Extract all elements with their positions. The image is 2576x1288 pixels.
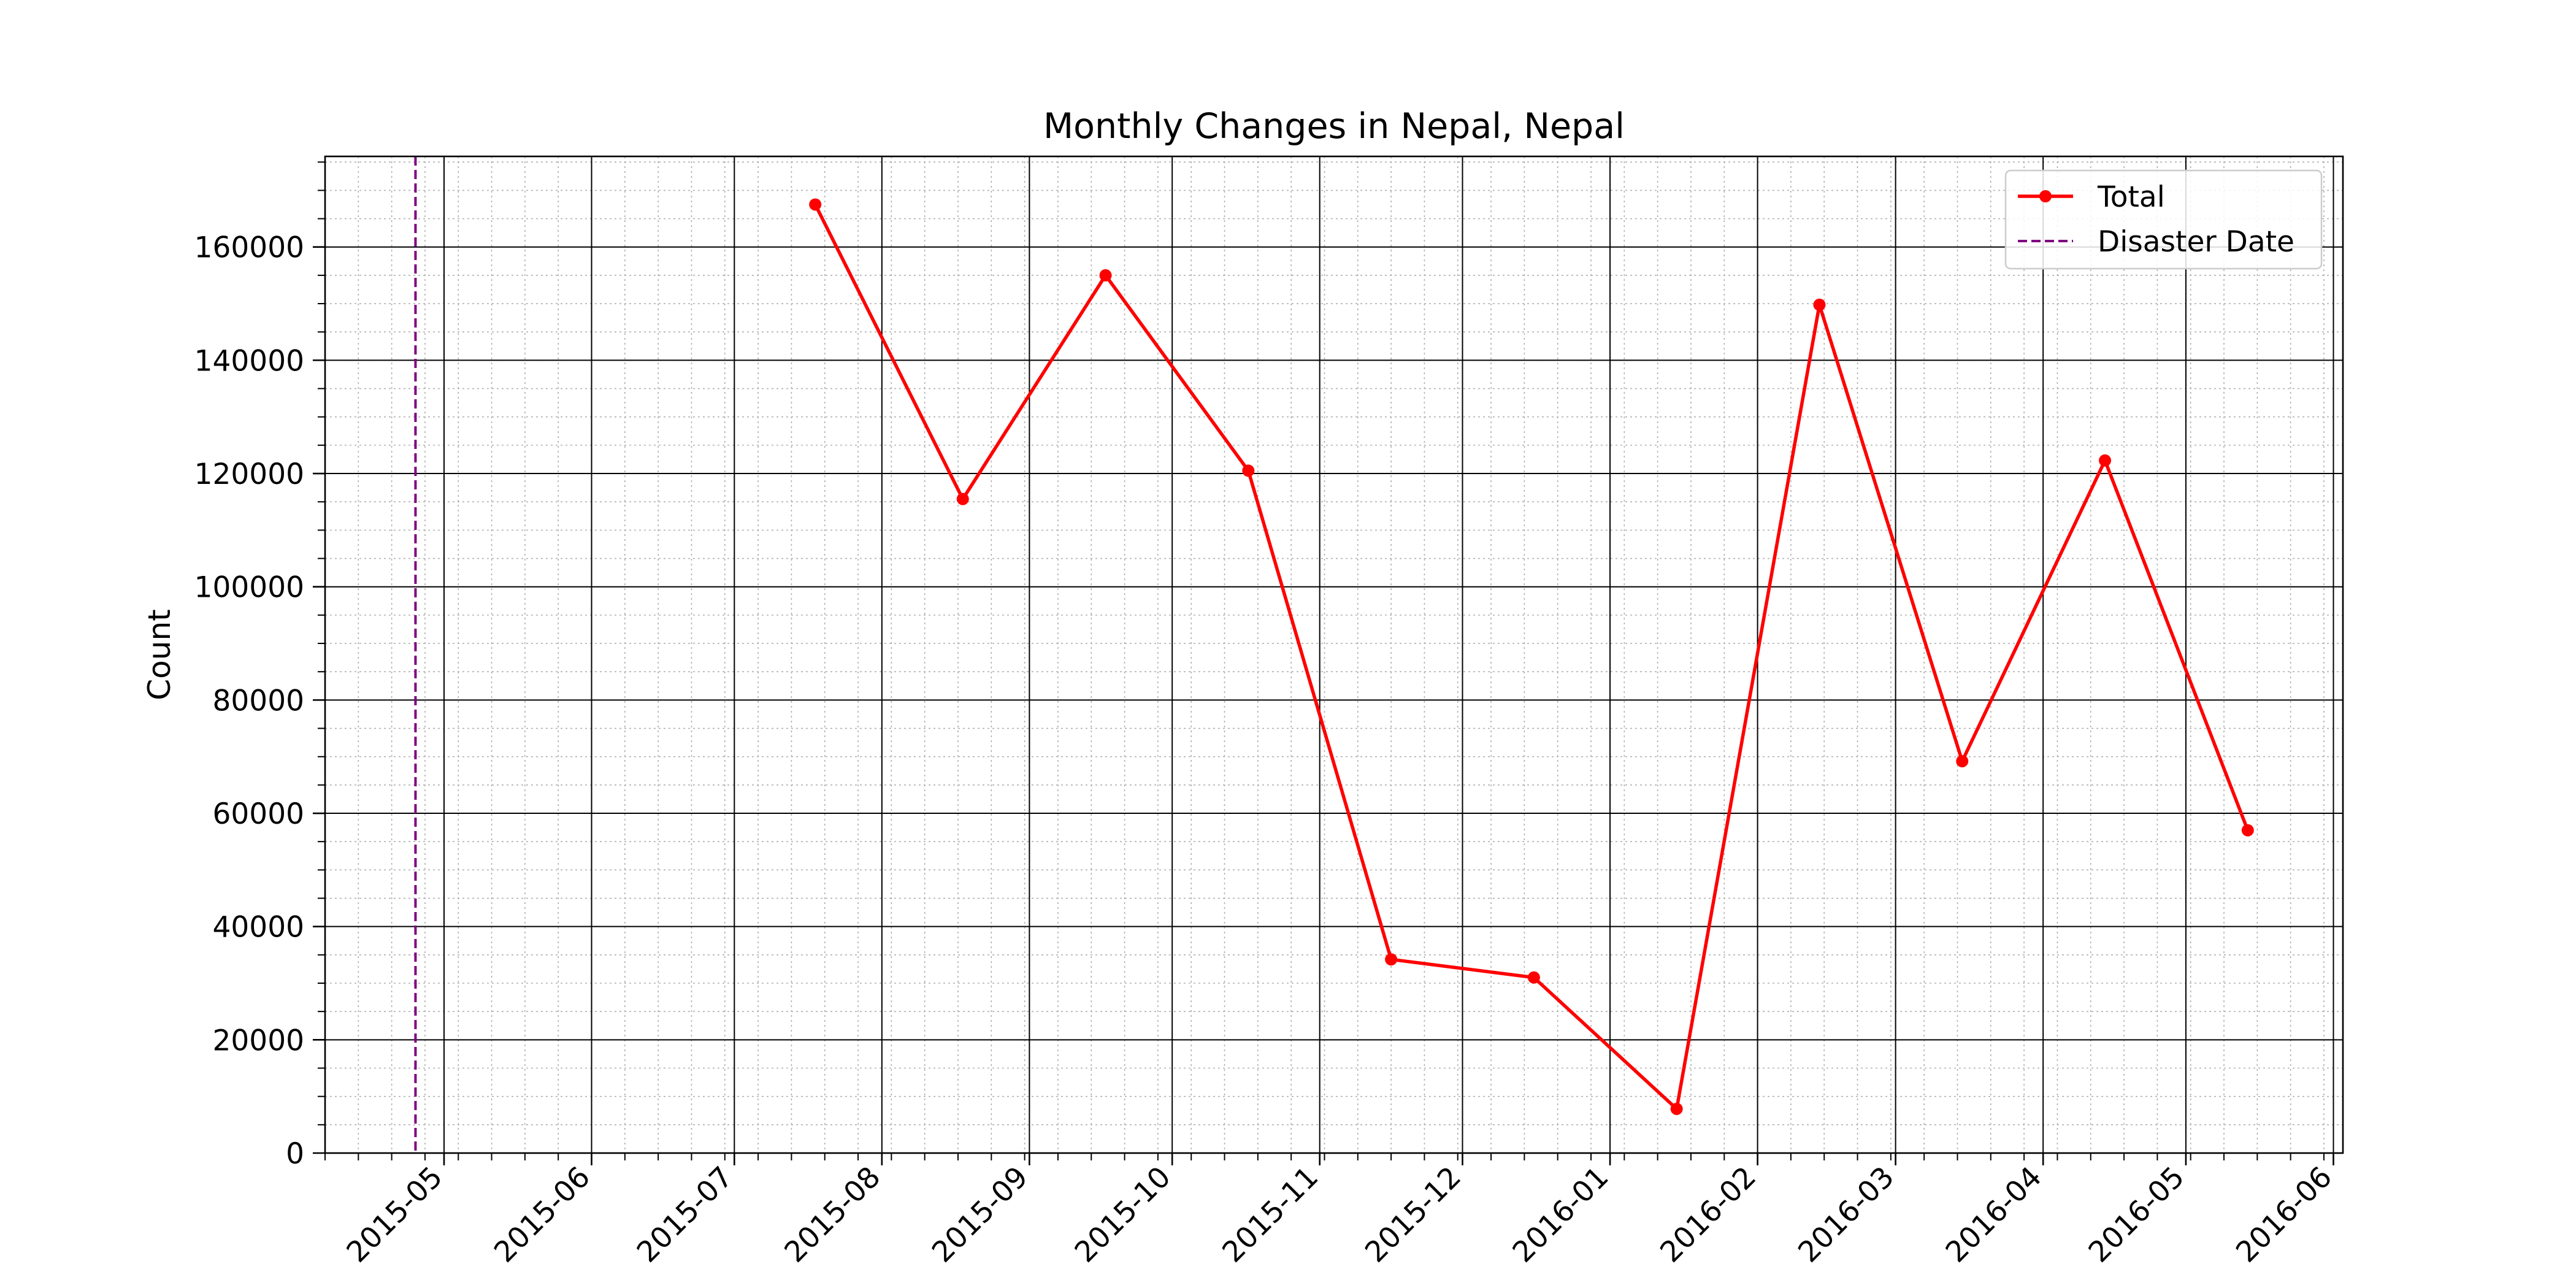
x-tick-label: 2015-09 (926, 1160, 1035, 1270)
x-tick-label: 2015-11 (1216, 1160, 1325, 1270)
x-tick-label: 2016-04 (1939, 1160, 2049, 1270)
x-tick-label: 2016-02 (1654, 1160, 1763, 1270)
y-axis: 0 20000 40000 60000 80000 100000 120000 140000 1… (194, 161, 325, 1171)
data-point (1527, 971, 1540, 984)
data-point (2241, 824, 2254, 837)
y-tick-label: 140000 (194, 344, 304, 378)
legend-label-total: Total (2097, 180, 2165, 214)
x-tick-label: 2015-08 (778, 1160, 887, 1270)
y-tick-label: 60000 (212, 797, 304, 831)
legend-marker-total (2039, 190, 2052, 202)
x-tick-label: 2015-07 (631, 1160, 740, 1270)
x-tick-label: 2016-01 (1506, 1160, 1616, 1270)
y-axis-label: Count (142, 609, 177, 700)
data-point (1242, 464, 1255, 477)
y-tick-label: 100000 (194, 571, 304, 605)
y-tick-label: 120000 (194, 458, 304, 491)
data-point (1956, 755, 1969, 768)
data-point (956, 493, 969, 505)
y-tick-label: 80000 (212, 684, 304, 718)
x-tick-label: 2016-06 (2229, 1160, 2339, 1270)
x-tick-label: 2016-05 (2082, 1160, 2191, 1270)
y-tick-label: 40000 (212, 911, 304, 945)
legend-box (2004, 169, 2323, 270)
minor-grid (324, 156, 2343, 1154)
data-point (1099, 269, 1112, 282)
x-tick-label: 2015-06 (488, 1160, 597, 1270)
data-point (2099, 454, 2112, 467)
legend: Total Disaster Date (2004, 169, 2323, 270)
x-tick-label: 2015-10 (1068, 1160, 1178, 1270)
data-point (1670, 1102, 1683, 1115)
y-tick-label: 0 (286, 1137, 304, 1171)
y-tick-label: 160000 (194, 231, 304, 265)
x-tick-label: 2015-12 (1359, 1160, 1468, 1270)
y-tick-label: 20000 (212, 1024, 304, 1057)
data-point (809, 198, 822, 211)
legend-label-disaster-date: Disaster Date (2098, 225, 2294, 259)
x-axis: 2015-05 2015-06 2015-07 2015-08 2015-09 2015-… (324, 1153, 2339, 1270)
major-grid (325, 156, 2343, 1154)
series-layer (809, 198, 2254, 1115)
plot-frame (324, 155, 2344, 1154)
chart-title: Monthly Changes in Nepal, Nepal (1043, 106, 1625, 147)
x-tick-label: 2015-05 (340, 1160, 450, 1270)
x-tick-label: 2016-03 (1792, 1160, 1901, 1270)
data-point (1813, 298, 1826, 311)
data-point (1385, 953, 1398, 966)
